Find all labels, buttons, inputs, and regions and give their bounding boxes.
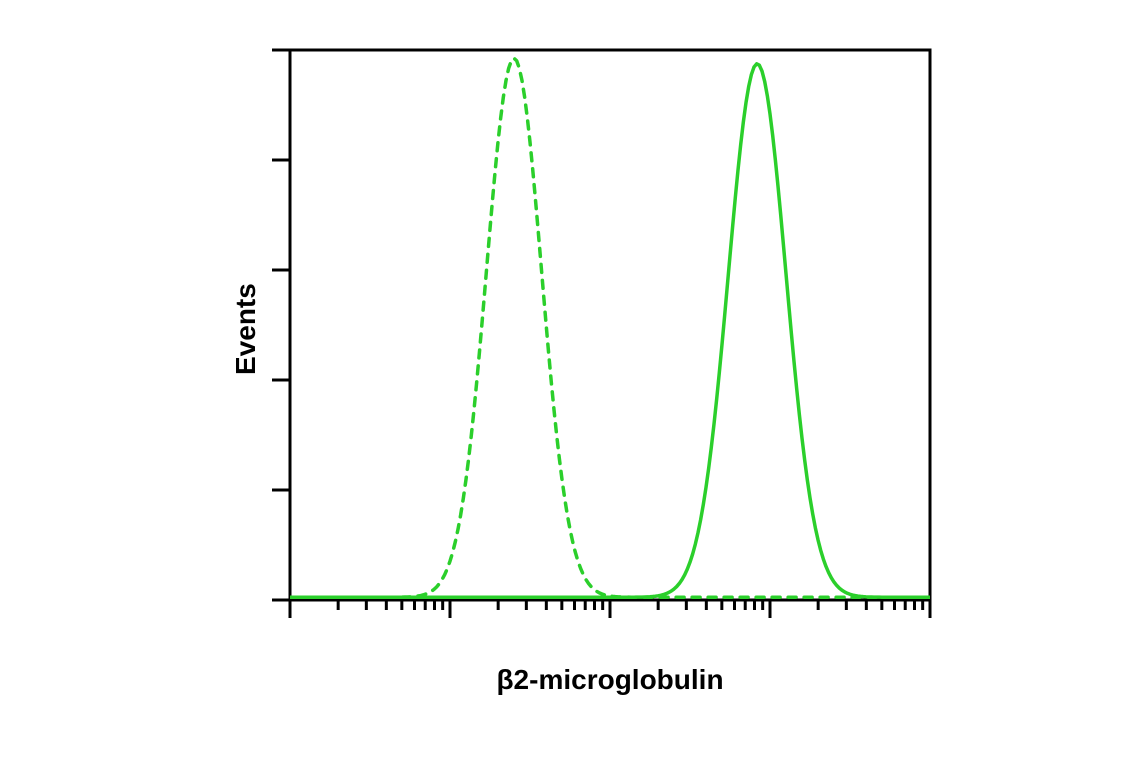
x-axis-label: β2-microglobulin — [480, 664, 740, 696]
flow-histogram-chart: β2-microglobulin Events — [0, 0, 1141, 773]
chart-svg — [0, 0, 1141, 768]
y-axis-label: Events — [230, 283, 262, 375]
